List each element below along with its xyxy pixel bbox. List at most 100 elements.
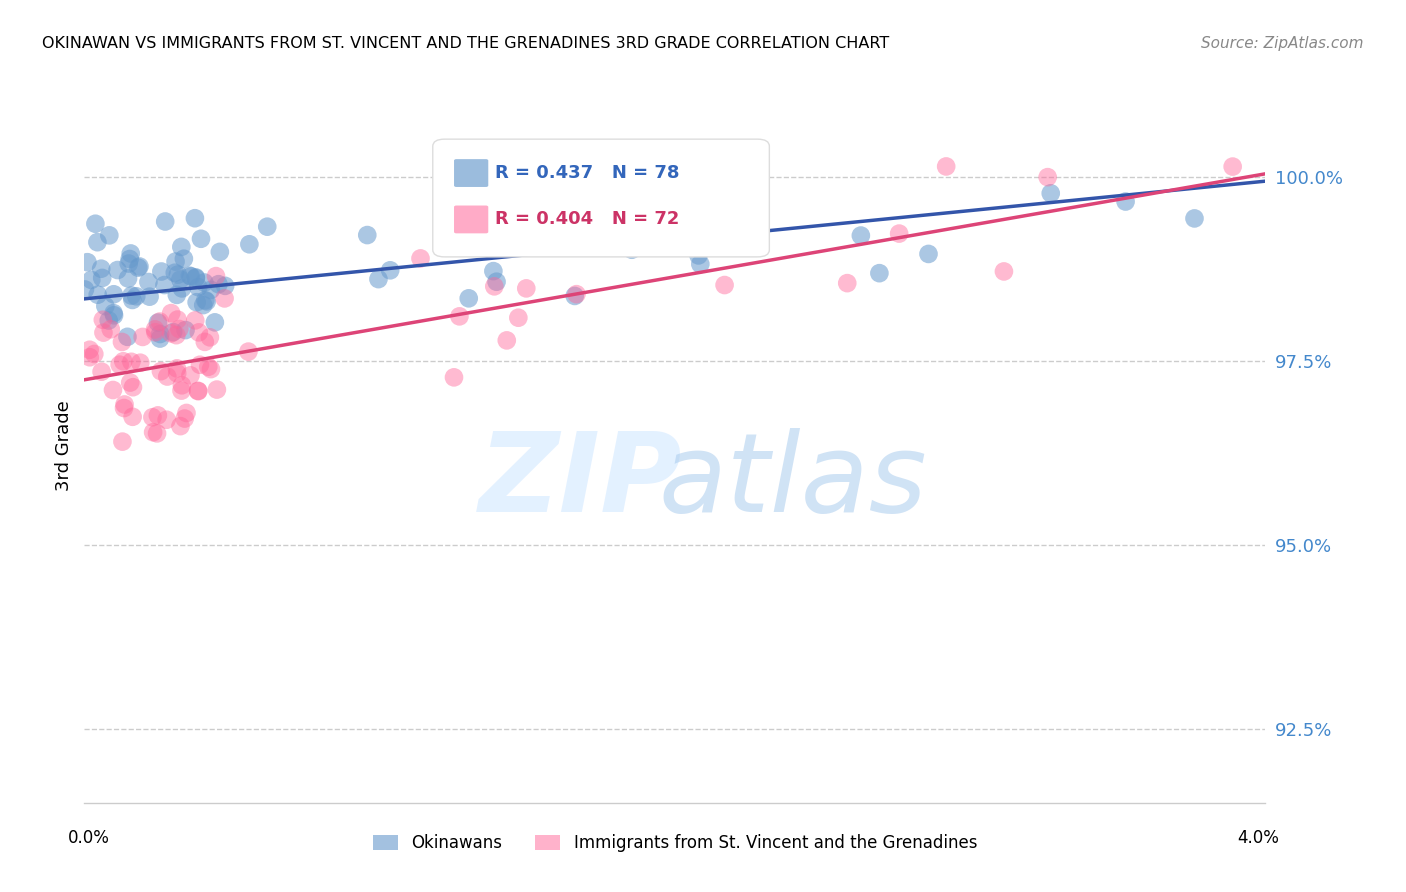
Point <box>449 310 471 324</box>
Point <box>93 326 115 340</box>
Point <box>993 264 1015 278</box>
Point <box>91 313 114 327</box>
Point <box>174 323 197 337</box>
Point <box>713 278 735 293</box>
Point <box>163 266 186 280</box>
Point <box>149 314 172 328</box>
Point <box>120 376 142 390</box>
Point <box>187 384 209 398</box>
Point <box>79 350 101 364</box>
Point <box>156 369 179 384</box>
Y-axis label: 3rd Grade: 3rd Grade <box>55 401 73 491</box>
Point <box>129 356 152 370</box>
Point <box>103 287 125 301</box>
Text: Source: ZipAtlas.com: Source: ZipAtlas.com <box>1201 36 1364 51</box>
Point <box>128 260 150 274</box>
Text: OKINAWAN VS IMMIGRANTS FROM ST. VINCENT AND THE GRENADINES 3RD GRADE CORRELATION: OKINAWAN VS IMMIGRANTS FROM ST. VINCENT … <box>42 36 890 51</box>
Point <box>150 264 173 278</box>
Point <box>145 325 167 339</box>
FancyBboxPatch shape <box>454 159 488 187</box>
Point <box>409 252 432 266</box>
Point <box>153 214 176 228</box>
Point <box>187 280 209 294</box>
Point <box>534 232 557 246</box>
Point <box>167 268 190 282</box>
Legend: Okinawans, Immigrants from St. Vincent and the Grenadines: Okinawans, Immigrants from St. Vincent a… <box>366 828 984 859</box>
Point <box>80 273 103 287</box>
Point <box>207 277 229 292</box>
Point <box>86 235 108 250</box>
Point <box>166 312 188 326</box>
Point <box>120 246 142 260</box>
Point <box>485 275 508 289</box>
Point <box>142 425 165 440</box>
Point <box>166 361 188 376</box>
Point <box>179 368 201 383</box>
Point <box>90 261 112 276</box>
Point <box>76 255 98 269</box>
Point <box>138 290 160 304</box>
Point <box>121 409 143 424</box>
Point <box>149 332 172 346</box>
Point <box>108 358 131 372</box>
Point <box>837 276 859 290</box>
Point <box>79 343 101 357</box>
Point <box>184 271 207 285</box>
Point <box>1036 170 1059 185</box>
Point <box>1222 160 1244 174</box>
Point <box>256 219 278 234</box>
Point <box>114 397 136 411</box>
Point <box>166 367 188 381</box>
Point <box>205 383 228 397</box>
Point <box>188 358 211 372</box>
Point <box>495 334 517 348</box>
Point <box>184 270 207 285</box>
Point <box>457 291 479 305</box>
Point <box>170 240 193 254</box>
Point <box>90 365 112 379</box>
Point <box>214 278 236 293</box>
Point <box>146 426 169 441</box>
Point <box>180 269 202 284</box>
Point <box>204 315 226 329</box>
Point <box>111 334 134 349</box>
Point <box>173 252 195 266</box>
Point <box>620 243 643 257</box>
Point <box>138 275 160 289</box>
Point <box>107 263 129 277</box>
Point <box>1039 186 1062 201</box>
Point <box>131 330 153 344</box>
Point <box>127 260 149 275</box>
Point <box>141 410 163 425</box>
Point <box>118 256 141 270</box>
Point <box>101 383 124 397</box>
Point <box>165 254 187 268</box>
Point <box>112 354 135 368</box>
Point <box>121 288 143 302</box>
Point <box>86 287 108 301</box>
Point <box>187 326 209 340</box>
Point <box>83 347 105 361</box>
Point <box>482 264 505 278</box>
Point <box>149 326 172 341</box>
Point <box>194 334 217 349</box>
Point <box>184 211 207 226</box>
Point <box>889 227 911 241</box>
Text: 0.0%: 0.0% <box>67 829 110 847</box>
Point <box>176 406 198 420</box>
Point <box>917 247 939 261</box>
Point <box>868 266 890 280</box>
Point <box>356 228 378 243</box>
FancyBboxPatch shape <box>454 205 488 234</box>
Text: R = 0.404   N = 72: R = 0.404 N = 72 <box>495 211 679 228</box>
Point <box>149 364 172 378</box>
Point <box>117 271 139 285</box>
Point <box>689 257 711 271</box>
Point <box>91 271 114 285</box>
Point <box>169 419 191 434</box>
Point <box>121 293 143 307</box>
Point <box>173 411 195 425</box>
Point <box>1115 194 1137 209</box>
Point <box>849 228 872 243</box>
Point <box>1184 211 1206 226</box>
